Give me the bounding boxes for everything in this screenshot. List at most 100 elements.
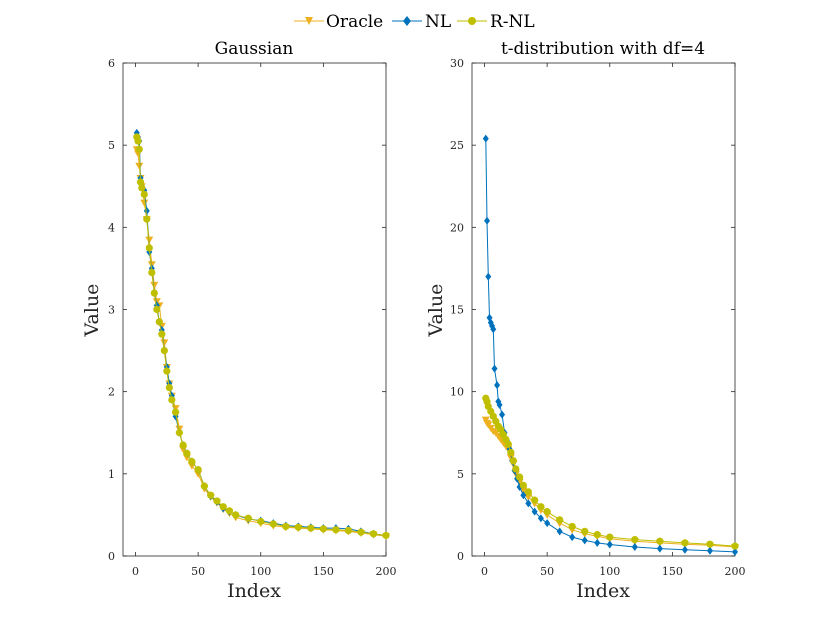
series-r-nl <box>482 394 739 550</box>
data-point-nl <box>520 491 527 500</box>
data-point-r-nl <box>136 178 145 186</box>
data-point-r-nl <box>188 457 196 466</box>
data-point-r-nl <box>509 457 517 465</box>
data-point-r-nl <box>357 528 365 536</box>
x-tick-label: 150 <box>662 565 683 578</box>
data-point-r-nl <box>179 441 187 449</box>
legend-label-nl: NL <box>425 12 451 32</box>
data-point-r-nl <box>731 542 739 550</box>
legend-marker-r-nl <box>468 17 476 25</box>
y-tick-label: 25 <box>450 139 464 152</box>
series-line-nl <box>136 132 387 536</box>
data-point-r-nl <box>344 526 353 535</box>
data-point-r-nl <box>319 525 327 533</box>
series-nl <box>482 134 738 556</box>
data-point-nl <box>496 400 503 409</box>
data-point-r-nl <box>568 522 576 531</box>
data-point-oracle <box>150 281 159 289</box>
chart-panel-t-distribution: t-distribution with df=4 Index Value 0 50… <box>425 39 746 602</box>
data-point-nl <box>656 544 663 553</box>
y-tick-label: 10 <box>450 386 464 399</box>
data-point-nl <box>490 325 497 334</box>
legend: Oracle NL R-NL <box>294 12 535 32</box>
data-point-r-nl <box>531 496 539 504</box>
data-point-r-nl <box>172 408 180 416</box>
y-tick-label: 4 <box>108 221 115 234</box>
y-tick-label: 0 <box>108 550 115 563</box>
data-point-r-nl <box>294 523 302 531</box>
data-point-r-nl <box>282 522 290 531</box>
data-point-r-nl <box>213 497 221 505</box>
data-point-r-nl <box>507 448 515 457</box>
y-tick-label: 5 <box>108 139 115 152</box>
data-point-r-nl <box>155 318 163 326</box>
data-point-r-nl <box>332 526 340 534</box>
x-axis-label: Index <box>576 580 630 602</box>
data-point-nl <box>482 134 489 143</box>
data-point-oracle <box>506 454 515 462</box>
y-tick-label: 30 <box>450 57 464 70</box>
data-point-r-nl <box>138 184 146 192</box>
data-point-r-nl <box>153 305 161 314</box>
x-tick-label: 50 <box>540 565 554 578</box>
data-point-r-nl <box>369 530 378 538</box>
plot-area-frame <box>471 62 736 557</box>
data-point-r-nl <box>160 346 168 355</box>
series-r-nl <box>133 133 390 540</box>
data-point-r-nl <box>165 383 173 392</box>
series-nl <box>133 128 389 540</box>
data-point-nl <box>531 507 538 516</box>
x-tick-label: 0 <box>481 565 488 578</box>
y-axis-label: Value <box>425 284 447 338</box>
data-point-nl <box>556 527 563 536</box>
x-tick-label: 0 <box>132 565 139 578</box>
data-point-r-nl <box>183 449 191 457</box>
x-axis-label: Index <box>227 580 281 602</box>
series-line-oracle <box>136 149 387 537</box>
series-line-r-nl <box>485 398 736 547</box>
legend-marker-nl <box>403 16 411 26</box>
y-tick-label: 3 <box>108 304 115 317</box>
data-point-nl <box>484 216 491 225</box>
y-axis-label: Value <box>81 284 103 338</box>
data-point-r-nl <box>515 473 524 481</box>
data-point-oracle <box>145 236 154 244</box>
data-point-r-nl <box>158 330 166 338</box>
x-tick-label: 200 <box>725 565 746 578</box>
data-point-r-nl <box>163 367 171 375</box>
data-point-r-nl <box>606 533 614 541</box>
x-tick-label: 200 <box>376 565 397 578</box>
data-point-nl <box>537 514 544 523</box>
y-tick-label: 6 <box>108 57 115 70</box>
legend-entry-oracle: Oracle <box>294 12 383 32</box>
data-point-nl <box>594 538 601 547</box>
data-point-nl <box>569 533 576 542</box>
x-tick-label: 150 <box>313 565 334 578</box>
data-point-r-nl <box>225 507 234 515</box>
data-point-r-nl <box>593 531 601 539</box>
data-point-nl <box>581 536 588 545</box>
data-point-r-nl <box>524 488 532 496</box>
data-point-r-nl <box>194 466 202 474</box>
series-oracle <box>132 146 390 541</box>
data-point-r-nl <box>543 508 551 516</box>
legend-label-oracle: Oracle <box>326 12 383 32</box>
data-point-r-nl <box>207 491 215 499</box>
data-point-r-nl <box>219 503 227 511</box>
data-point-nl <box>499 410 506 419</box>
data-point-r-nl <box>504 440 512 448</box>
data-point-nl <box>631 542 638 551</box>
y-tick-label: 5 <box>457 468 464 481</box>
data-point-r-nl <box>556 516 564 524</box>
legend-label-r-nl: R-NL <box>490 12 535 32</box>
chart-title: Gaussian <box>215 39 294 59</box>
axis-ticks: 0 50 100 150 200 0 1 2 3 4 5 6 <box>108 57 397 578</box>
plot-area-frame <box>122 62 387 557</box>
data-point-oracle <box>160 339 169 347</box>
x-tick-label: 100 <box>599 565 620 578</box>
data-point-r-nl <box>631 535 639 544</box>
data-point-r-nl <box>143 215 151 223</box>
data-point-oracle <box>519 487 528 495</box>
axis-ticks: 0 50 100 150 200 0 5 10 15 20 25 30 <box>450 57 746 578</box>
data-point-r-nl <box>244 514 252 522</box>
